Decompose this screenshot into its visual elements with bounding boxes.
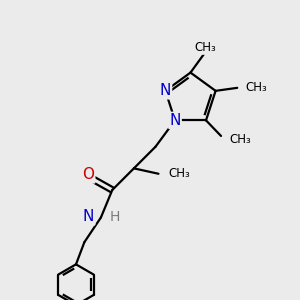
- Text: H: H: [109, 210, 120, 224]
- Text: N: N: [169, 113, 181, 128]
- Text: N: N: [83, 209, 94, 224]
- Text: O: O: [82, 167, 94, 182]
- Text: N: N: [160, 83, 171, 98]
- Text: CH₃: CH₃: [246, 81, 267, 94]
- Text: CH₃: CH₃: [230, 133, 251, 146]
- Text: CH₃: CH₃: [168, 167, 190, 180]
- Text: CH₃: CH₃: [195, 41, 216, 54]
